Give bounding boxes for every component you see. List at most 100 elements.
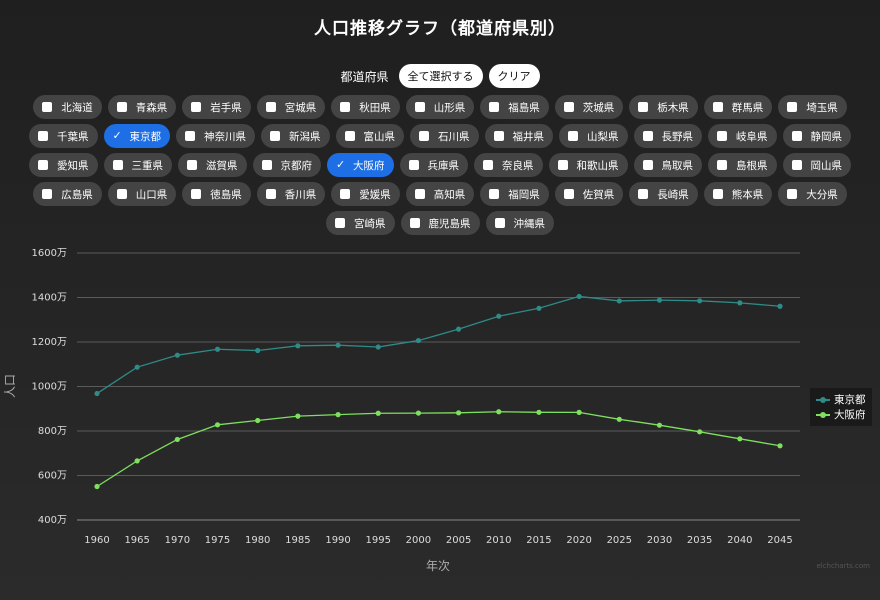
checkbox-icon [483,160,493,170]
data-point [656,297,663,303]
prefecture-checkbox[interactable]: 熊本県 [703,182,773,206]
prefecture-checkbox[interactable]: 沖縄県 [485,211,554,235]
prefecture-checkbox[interactable]: 福島県 [480,95,549,119]
prefecture-label: 大阪府 [353,159,385,172]
data-point [616,298,622,304]
prefecture-checkbox[interactable]: 長崎県 [629,182,698,206]
page-title: 人口推移グラフ（都道府県別） [314,19,566,39]
legend-label: 東京都 [834,394,866,406]
prefecture-checkbox[interactable]: 島根県 [708,153,777,177]
prefecture-checkbox[interactable]: 鹿児島県 [400,211,480,235]
checkbox-icon [414,102,425,112]
prefecture-checkbox[interactable]: 山口県 [107,182,177,206]
prefecture-checkbox[interactable]: 福井県 [484,124,553,148]
prefecture-label: 山形県 [433,101,466,114]
prefecture-checkbox[interactable]: 岡山県 [782,153,851,177]
prefecture-checkbox[interactable]: 岩手県 [182,95,251,119]
checkbox-icon [42,102,53,112]
prefecture-label: 福岡県 [508,188,540,201]
prefecture-checkbox[interactable]: 長野県 [633,124,702,148]
prefecture-label: 福井県 [512,130,545,143]
prefecture-label: 島根県 [736,159,768,172]
clear-button[interactable]: クリア [488,64,540,88]
prefecture-label: 宮城県 [284,101,317,114]
prefecture-checkbox[interactable]: 愛媛県 [331,182,400,206]
prefecture-checkbox[interactable]: 山梨県 [559,124,628,148]
prefecture-checkbox[interactable]: ✓ 東京都 [103,124,170,148]
checkbox-icon [408,160,419,170]
prefecture-label: 広島県 [61,188,93,201]
select-all-button[interactable]: 全て選択する [398,64,483,88]
prefecture-checkbox[interactable]: 徳島県 [182,182,251,206]
checkbox-icon [112,160,123,170]
prefecture-label: 佐賀県 [582,188,615,201]
checkbox-icon [717,160,727,170]
prefecture-label: 秋田県 [359,101,391,114]
prefecture-checkbox[interactable]: 広島県 [33,182,102,206]
prefecture-checkbox[interactable]: 高知県 [405,182,475,206]
prefecture-checkbox[interactable]: 栃木県 [629,95,698,119]
prefecture-checkbox[interactable]: 群馬県 [703,95,773,119]
x-tick-label: 2020 [566,535,591,546]
prefecture-checkbox[interactable]: 新潟県 [261,124,330,148]
prefecture-checkbox[interactable]: 静岡県 [782,124,851,148]
prefecture-checkbox[interactable]: 佐賀県 [554,182,624,206]
legend-item[interactable]: 東京都 [816,392,866,407]
prefecture-label: 都道府県 [340,69,389,84]
prefecture-checkbox[interactable]: 福岡県 [480,182,549,206]
prefecture-label: 山梨県 [587,130,619,143]
prefecture-label: 石川県 [438,130,470,143]
prefecture-checkbox[interactable]: 和歌山県 [548,153,628,177]
x-tick-label: 2035 [687,535,712,546]
prefecture-controls: 都道府県 全て選択する クリア [0,64,880,88]
prefecture-checkbox[interactable]: 岐阜県 [708,124,777,148]
checkbox-icon [493,131,504,141]
prefecture-checkbox[interactable]: 埼玉県 [778,95,847,119]
data-point [455,410,462,416]
checkbox-icon [787,189,798,199]
x-tick-label: 2000 [406,535,431,546]
prefecture-label: 京都府 [280,159,313,172]
checkbox-icon [489,102,500,112]
x-tick-label: 1990 [325,535,350,546]
prefecture-checkbox[interactable]: 青森県 [107,95,177,119]
checkbox-icon [270,131,280,141]
checkbox-icon [489,189,500,199]
prefecture-checkbox-list: 北海道 青森県 岩手県 宮城県 秋田県 山形県 福島県 茨城県 栃木県 群馬県 埼玉県千葉県 ✓ 東京都… [10,95,870,235]
checkbox-icon [116,189,127,199]
checkbox-icon [642,160,653,170]
prefecture-checkbox[interactable]: 北海道 [33,95,102,119]
prefecture-checkbox[interactable]: 富山県 [335,124,404,148]
checkbox-icon [344,131,355,141]
prefecture-checkbox[interactable]: 宮崎県 [326,211,395,235]
prefecture-checkbox[interactable]: 千葉県 [29,124,98,148]
prefecture-checkbox[interactable]: 奈良県 [474,153,543,177]
prefecture-checkbox[interactable]: 秋田県 [331,95,400,119]
prefecture-checkbox[interactable]: 愛知県 [29,153,98,177]
prefecture-checkbox[interactable]: 大分県 [778,182,847,206]
prefecture-label: 香川県 [284,188,317,201]
prefecture-checkbox[interactable]: 三重県 [103,153,172,177]
prefecture-checkbox[interactable]: 神奈川県 [176,124,255,148]
prefecture-checkbox[interactable]: 石川県 [410,124,479,148]
prefecture-checkbox[interactable]: 茨城県 [554,95,624,119]
prefecture-checkbox[interactable]: 香川県 [256,182,326,206]
y-tick-label: 1000万 [32,382,67,393]
prefecture-checkbox[interactable]: ✓ 大阪府 [327,153,394,177]
prefecture-checkbox[interactable]: 滋賀県 [178,153,247,177]
x-tick-label: 1985 [285,535,310,546]
prefecture-checkbox[interactable]: 兵庫県 [399,153,468,177]
prefecture-checkbox[interactable]: 京都府 [252,153,321,177]
prefecture-checkbox[interactable]: 鳥取県 [633,153,702,177]
prefecture-checkbox[interactable]: 宮城県 [256,95,326,119]
prefecture-checkbox[interactable]: 山形県 [405,95,475,119]
data-point [697,429,703,435]
legend-item[interactable]: 大阪府 [816,407,866,422]
x-tick-label: 1970 [165,535,190,546]
data-point [94,390,100,397]
data-point [616,416,622,422]
prefecture-label: 神奈川県 [204,130,246,143]
checkbox-icon [563,189,574,199]
legend-marker-icon [816,410,830,420]
prefecture-label: 岩手県 [210,101,242,114]
